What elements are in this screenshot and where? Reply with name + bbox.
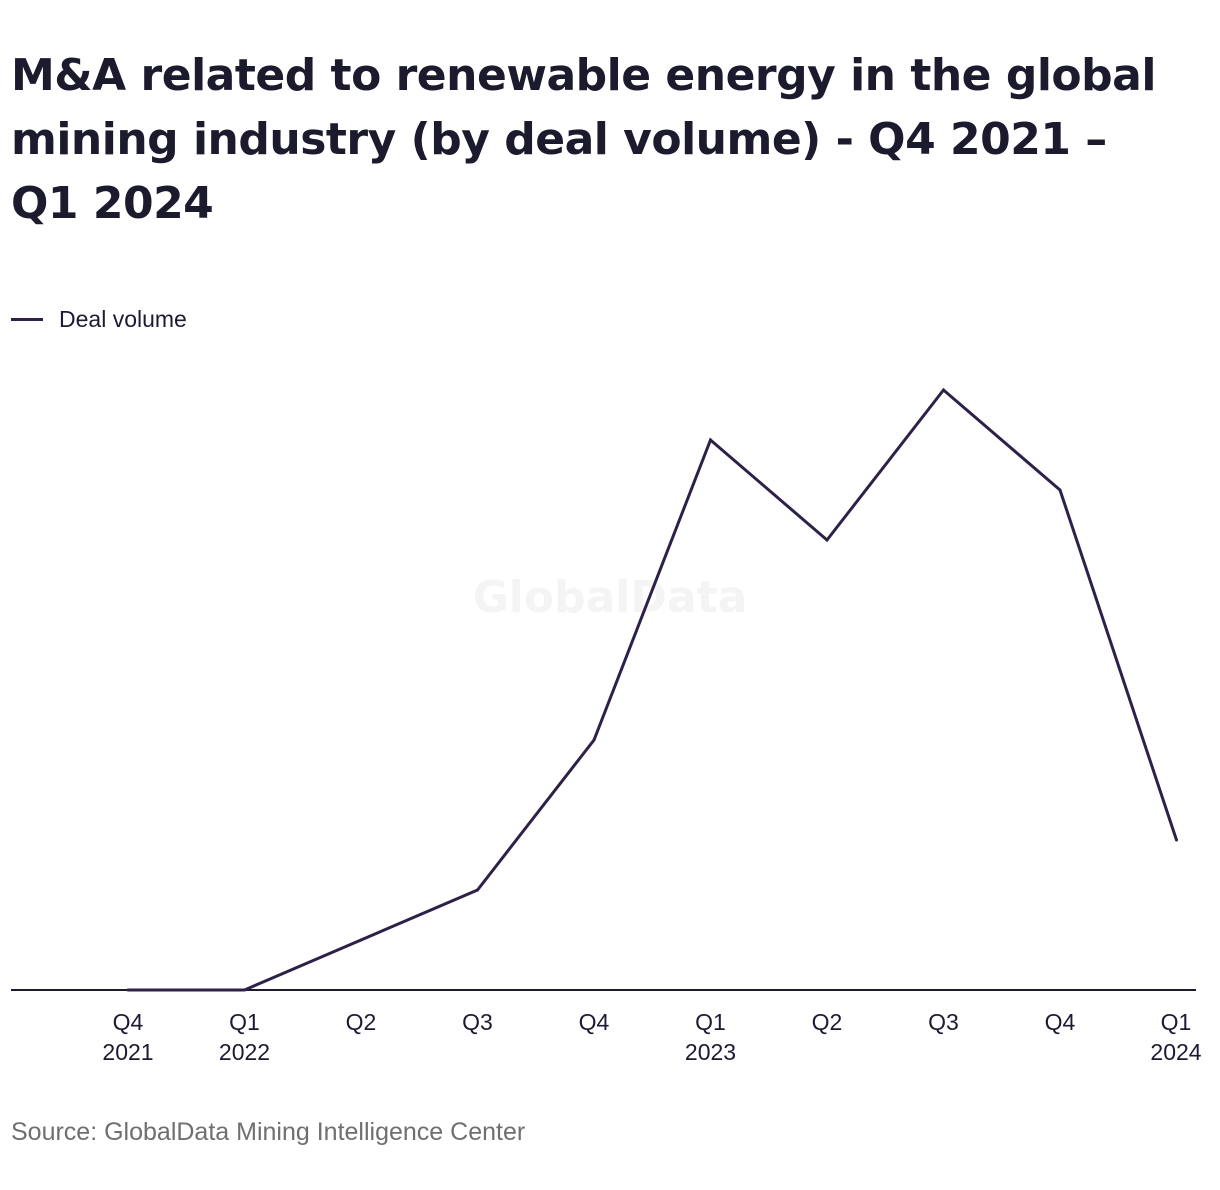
data-point [243, 988, 246, 992]
x-tick-label: Q2 [346, 1009, 377, 1035]
watermark: GlobalData [473, 572, 748, 623]
chart-title: M&A related to renewable energy in the g… [11, 50, 1156, 229]
data-point [1058, 488, 1062, 492]
data-point [1175, 838, 1178, 842]
data-point [476, 888, 479, 892]
x-tick-label: Q4 [1045, 1009, 1076, 1035]
x-tick-label: Q1 2023 [685, 1009, 736, 1065]
legend-label: Deal volume [59, 306, 187, 332]
data-point [126, 988, 130, 992]
legend: Deal volume [11, 306, 187, 333]
x-tick-label: Q1 2022 [219, 1009, 270, 1065]
plot-area: Q4 2021 Q1 2022 Q2 Q3 Q4 Q1 2023 Q2 Q3 Q4 Q1 2024 [11, 387, 1202, 1065]
x-tick-label: Q4 [579, 1009, 610, 1035]
data-point [825, 538, 829, 542]
x-tick-label: Q4 2021 [102, 1009, 153, 1065]
legend-swatch [11, 318, 43, 321]
x-tick-label: Q3 [462, 1009, 493, 1035]
series-line-deal-volume [128, 387, 1178, 992]
x-tick-label: Q1 2024 [1150, 1009, 1201, 1065]
data-point [942, 388, 945, 392]
data-point [709, 438, 712, 442]
x-tick-label: Q3 [928, 1009, 959, 1035]
data-point [359, 938, 363, 942]
data-point [592, 738, 596, 742]
source-note: Source: GlobalData Mining Intelligence C… [11, 1118, 526, 1146]
x-tick-label: Q2 [812, 1009, 843, 1035]
